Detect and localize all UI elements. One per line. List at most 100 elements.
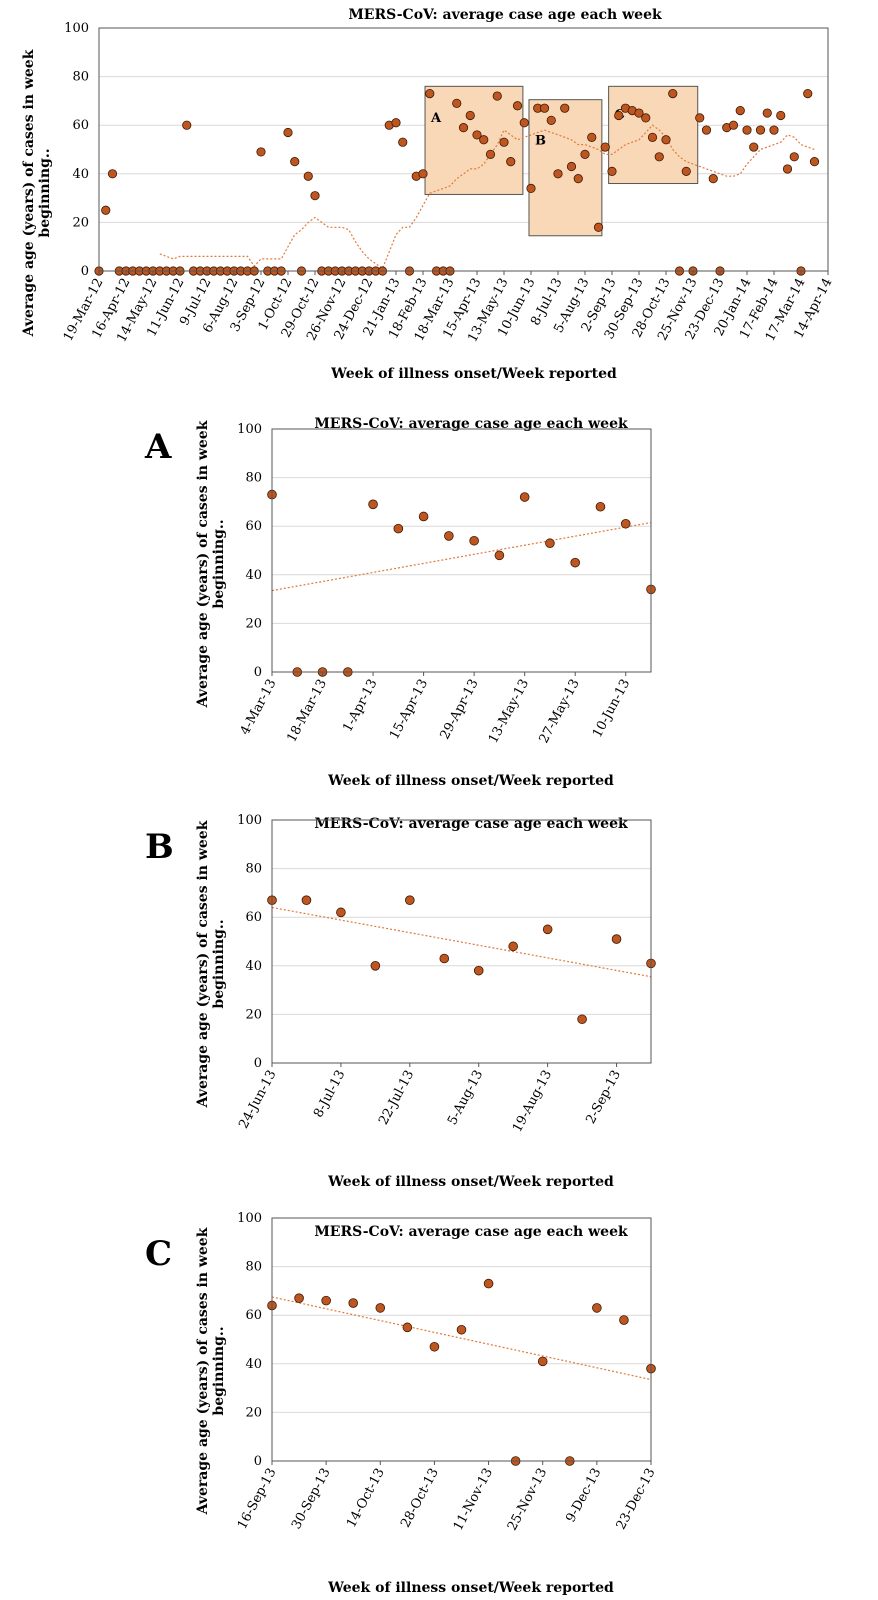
panel-b-data-point: [542, 924, 553, 935]
main-data-point: [391, 118, 401, 128]
main-data-point: [728, 120, 739, 130]
panel-b-title: MERS-CoV: average case age each week: [314, 816, 628, 832]
panel-b-data-point: [577, 1014, 587, 1025]
panel-c-x-tick: 30-Sep-13: [289, 1466, 334, 1532]
panel-a-y-tick: 100: [237, 422, 262, 437]
main-data-point: [283, 127, 293, 138]
panel-a-data-point: [570, 557, 580, 568]
panel-c-y-tick-labels: 0 20 40 60 80 100: [237, 1211, 262, 1469]
main-data-point: [634, 108, 644, 118]
panel-a-y-tick: 40: [245, 568, 262, 583]
main-data-point: [485, 149, 496, 159]
main-data-point: [749, 142, 759, 152]
main-data-point: [512, 101, 523, 111]
panel-b-label: B: [145, 827, 174, 867]
panel-a-data-point: [368, 499, 378, 510]
panel-c-data-point: [429, 1341, 440, 1352]
panel-a-data-point: [444, 531, 454, 541]
panel-b-data-point: [611, 934, 622, 944]
panel-c-y-tick: 40: [245, 1357, 262, 1372]
panel-b-x-axis-label: Week of illness onset/Week reported: [327, 1174, 614, 1190]
panel-a-y-tick: 20: [245, 616, 262, 631]
panel-a-data-point: [393, 523, 404, 534]
main-data-point: [553, 169, 563, 179]
panel-b-x-tick: 8-Jul-13: [311, 1068, 348, 1120]
panel-a-x-tick: 18-Mar-13: [284, 677, 330, 745]
panel-b-data-point: [336, 907, 346, 918]
panel-a-y-tick: 80: [245, 471, 262, 486]
main-data-point: [398, 137, 408, 147]
panel-c-x-tick: 25-Nov-13: [505, 1466, 550, 1533]
main-data-point: [593, 222, 604, 232]
panel-b-y-tick: 100: [237, 813, 262, 828]
panel-c-trendline: [271, 1296, 652, 1381]
panel-b-y-tick: 40: [245, 959, 262, 974]
main-data-point: [573, 174, 583, 184]
panel-a-data-point: [545, 538, 555, 549]
panel-c-x-tick-labels: 16-Sep-13 30-Sep-13 14-Oct-13 28-Oct-13 11-N…: [235, 1461, 659, 1533]
panel-c-plot-frame: [271, 1217, 652, 1462]
main-data-point: [587, 132, 597, 142]
panel-c-title: MERS-CoV: average case age each week: [314, 1224, 628, 1240]
panel-b-x-tick-labels: 24-Jun-13 8-Jul-13 22-Jul-13 5-Aug-13 19-Aug…: [236, 1063, 624, 1135]
panel-a-x-tick: 1-Apr-13: [340, 677, 380, 735]
panel-c-data-point: [592, 1303, 602, 1313]
main-data-point: [107, 169, 118, 179]
panel-c-data-point: [619, 1315, 629, 1325]
panel-a-x-tick: 10-Jun-13: [590, 677, 633, 740]
main-data-point: [458, 123, 469, 133]
main-data-point: [425, 89, 435, 99]
main-data-point: [600, 142, 610, 152]
main-data-point: [776, 110, 786, 121]
main-data-point: [614, 110, 624, 121]
panel-a-label: A: [144, 427, 172, 467]
main-y-tick: 100: [64, 21, 89, 36]
panel-c-data-point: [375, 1303, 386, 1313]
panel-b-data-point: [301, 895, 312, 905]
panel-a-x-tick: 15-Apr-13: [387, 677, 431, 742]
panel-c-label: C: [145, 1234, 172, 1274]
panel-b-data-point: [473, 965, 484, 976]
panel-b-y-axis-label: Average age (years) of cases in weekbegi…: [195, 820, 227, 1108]
panel-a-data-point: [519, 492, 530, 502]
panel-c-y-tick: 20: [245, 1405, 262, 1420]
main-data-point: [479, 135, 489, 145]
panel-b-x-tick: 24-Jun-13: [236, 1068, 279, 1131]
panel-c-data-point: [321, 1295, 331, 1306]
main-y-tick: 60: [72, 118, 89, 133]
main-plot-frame: [98, 27, 829, 272]
panel-a-data-point: [494, 550, 505, 561]
main-moving-average-line: [159, 124, 815, 270]
panel-b-trendline: [271, 906, 652, 978]
main-data-point: [560, 103, 570, 113]
panel-a-title: MERS-CoV: average case age each week: [314, 416, 628, 432]
main-data-point: [762, 108, 772, 118]
panel-b-y-tick-labels: 0 20 40 60 80 100: [237, 813, 262, 1071]
panel-c-x-tick: 28-Oct-13: [398, 1466, 442, 1530]
panel-b-y-tick: 20: [245, 1007, 262, 1022]
main-y-tick: 80: [72, 70, 89, 85]
panel-a-plot-frame: [271, 428, 652, 673]
main-data-point: [546, 115, 556, 125]
main-data-point: [769, 125, 779, 135]
panel-b-x-tick: 5-Aug-13: [445, 1068, 486, 1128]
main-data-point: [742, 125, 752, 135]
main-data-point: [303, 171, 313, 181]
main-y-tick: 0: [81, 264, 89, 279]
main-data-point: [695, 113, 705, 123]
main-x-axis-label: Week of illness onset/Week reported: [330, 366, 617, 382]
main-x-tick-labels: 19-Mar-1216-Apr-1214-May-1211-Jun-129-Ju…: [61, 271, 836, 345]
panel-b-y-tick: 0: [254, 1056, 262, 1071]
panel-a-y-tick: 0: [254, 665, 262, 680]
panel-a-x-tick-labels: 4-Mar-13 18-Mar-13 1-Apr-13 15-Apr-13 29-Apr…: [238, 672, 633, 746]
panel-a-data-point: [620, 518, 631, 529]
panel-a-data-point: [469, 535, 479, 546]
main-data-point: [735, 106, 745, 116]
main-data-point: [681, 166, 691, 176]
panel-b-y-tick: 60: [245, 910, 262, 925]
main-data-point: [506, 157, 516, 167]
panel-a-y-tick: 60: [245, 519, 262, 534]
panel-a-x-axis-label: Week of illness onset/Week reported: [327, 773, 614, 789]
panel-b-data-point: [508, 941, 518, 952]
panel-c-x-tick: 11-Nov-13: [451, 1466, 496, 1533]
